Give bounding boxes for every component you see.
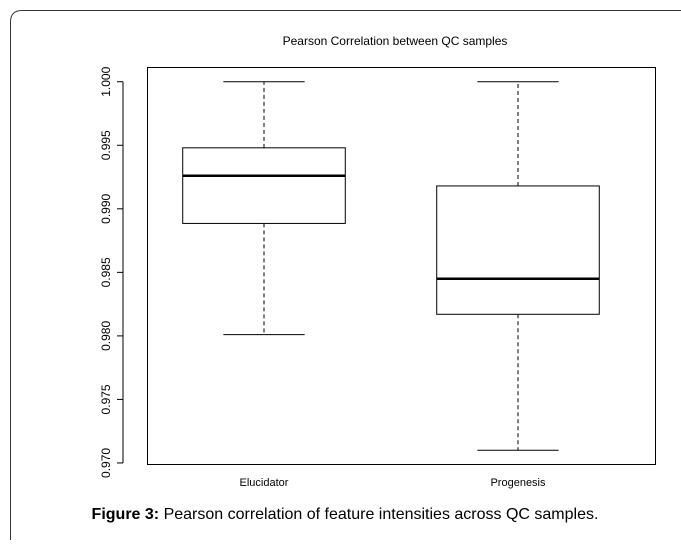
x-tick-label: Progenesis [490, 477, 546, 489]
caption-text: Pearson correlation of feature intensiti… [164, 506, 599, 523]
caption-label: Figure 3: [92, 506, 160, 523]
box [183, 148, 346, 224]
y-tick-label: 0.990 [99, 193, 113, 223]
caption: Figure 3: Pearson correlation of feature… [92, 506, 599, 523]
y-tick-label: 0.995 [99, 130, 113, 160]
y-tick-label: 0.975 [99, 384, 113, 414]
y-tick-label: 0.980 [99, 321, 113, 351]
y-tick-label: 1.000 [99, 66, 113, 96]
box [437, 186, 600, 314]
x-tick-label: Elucidator [240, 477, 289, 489]
y-tick-label: 0.985 [99, 257, 113, 287]
y-tick-label: 0.970 [99, 448, 113, 478]
chart-title: Pearson Correlation between QC samples [283, 34, 508, 48]
